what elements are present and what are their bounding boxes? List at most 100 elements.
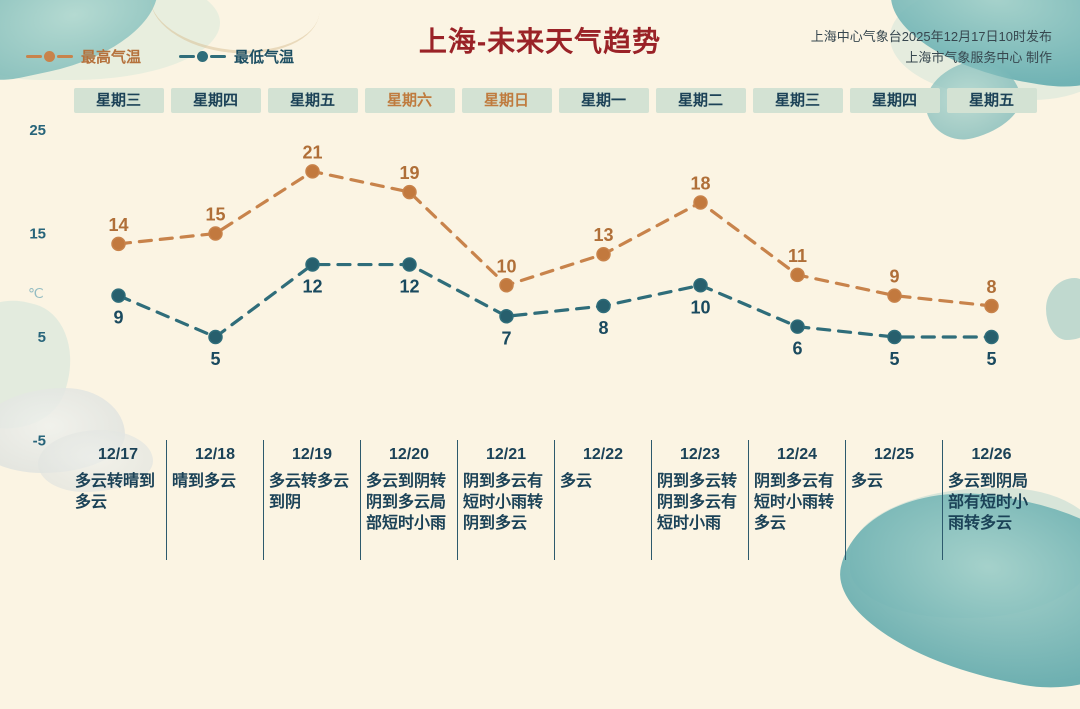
forecast-weather: 阴到多云有短时小雨转阴到多云 bbox=[463, 473, 544, 532]
low-temp-point bbox=[111, 288, 126, 303]
high-temp-point bbox=[790, 267, 805, 283]
y-tick-label: 15 bbox=[29, 226, 46, 243]
high-temp-value-label: 18 bbox=[690, 173, 710, 193]
source-info: 上海中心气象台2025年12月17日10时发布 上海市气象服务中心 制作 bbox=[811, 26, 1052, 68]
forecast-column: 12/21 阴到多云有短时小雨转阴到多云 bbox=[458, 440, 555, 560]
low-temp-point bbox=[887, 329, 902, 345]
low-temp-value-label: 8 bbox=[598, 318, 608, 338]
low-temp-point bbox=[402, 257, 417, 272]
low-temp-point bbox=[984, 329, 999, 345]
legend-label-low: 最低气温 bbox=[234, 49, 295, 66]
forecast-weather: 多云 bbox=[560, 473, 593, 490]
weekday-header: 星期三 bbox=[752, 88, 843, 113]
forecast-column: 12/20 多云到阴转阴到多云局部短时小雨 bbox=[361, 440, 458, 560]
low-temp-value-label: 9 bbox=[113, 308, 123, 328]
y-axis-unit: ℃ bbox=[28, 285, 44, 301]
high-temp-value-label: 13 bbox=[593, 225, 613, 245]
high-temp-point bbox=[208, 226, 223, 241]
forecast-weather: 多云到阴局部有短时小雨转多云 bbox=[948, 473, 1029, 532]
high-temp-point bbox=[596, 246, 611, 262]
low-temp-point bbox=[596, 298, 611, 314]
legend-line-high-icon bbox=[57, 55, 73, 58]
weekday-header: 星期一 bbox=[558, 88, 649, 113]
chart-legend: 最高气温 最低气温 bbox=[26, 46, 294, 67]
weekday-header: 星期日 bbox=[461, 88, 552, 113]
y-tick-label: -5 bbox=[33, 433, 46, 450]
forecast-weather: 多云到阴转阴到多云局部短时小雨 bbox=[366, 473, 447, 532]
forecast-column: 12/23 阴到多云转阴到多云有短时小雨 bbox=[652, 440, 749, 560]
forecast-weather: 多云 bbox=[851, 473, 884, 490]
forecast-date: 12/20 bbox=[388, 446, 430, 463]
legend-item-low: 最低气温 bbox=[179, 46, 294, 67]
forecast-column: 12/26 多云到阴局部有短时小雨转多云 bbox=[943, 440, 1040, 560]
low-temp-value-label: 5 bbox=[889, 349, 899, 369]
weekday-header: 星期五 bbox=[267, 88, 358, 113]
high-temp-value-label: 14 bbox=[108, 215, 128, 235]
forecast-column: 12/24 阴到多云有短时小雨转多云 bbox=[749, 440, 846, 560]
forecast-date: 12/19 bbox=[291, 446, 333, 463]
legend-line-low-icon bbox=[179, 55, 196, 58]
forecast-weather: 多云转晴到多云 bbox=[75, 473, 156, 511]
forecast-date: 12/23 bbox=[679, 446, 721, 463]
high-temp-point bbox=[111, 236, 126, 252]
source-line-1: 上海中心气象台2025年12月17日10时发布 bbox=[810, 29, 1052, 44]
forecast-date: 12/22 bbox=[582, 446, 624, 463]
y-tick-label: 25 bbox=[29, 122, 46, 139]
high-temp-value-label: 19 bbox=[399, 163, 419, 183]
high-temp-point bbox=[693, 195, 708, 210]
low-temp-value-label: 6 bbox=[792, 339, 802, 359]
forecast-column: 12/22 多云 bbox=[555, 440, 652, 560]
forecast-weather: 阴到多云有短时小雨转多云 bbox=[754, 473, 835, 532]
high-temp-point bbox=[305, 164, 320, 179]
high-temp-line bbox=[116, 169, 994, 308]
low-temp-point bbox=[693, 278, 708, 293]
temperature-trend-chart: 25 15 5 -5 ℃ 14 15 21 19 10 13 18 11 9 8 9 5 12 12 7 8 10 6 5 5 bbox=[28, 122, 999, 450]
legend-item-high: 最高气温 bbox=[26, 46, 141, 67]
high-temp-value-label: 10 bbox=[496, 256, 516, 276]
low-temp-value-label: 5 bbox=[210, 349, 220, 369]
low-temp-line bbox=[116, 262, 994, 339]
high-temp-value-label: 8 bbox=[986, 277, 996, 297]
weekday-header: 星期四 bbox=[170, 88, 261, 113]
high-temp-value-label: 21 bbox=[302, 142, 322, 162]
low-temp-point bbox=[208, 329, 223, 345]
high-temp-point bbox=[984, 298, 999, 314]
page-title: 上海-未来天气趋势 bbox=[418, 26, 662, 57]
weekday-header: 星期二 bbox=[655, 88, 746, 113]
low-temp-point bbox=[790, 319, 805, 334]
forecast-date: 12/17 bbox=[97, 446, 139, 463]
low-temp-point bbox=[305, 257, 320, 272]
forecast-weather: 阴到多云转阴到多云有短时小雨 bbox=[657, 473, 738, 532]
forecast-date: 12/25 bbox=[873, 446, 915, 463]
weekday-header: 星期六 bbox=[364, 88, 455, 113]
high-temp-point bbox=[402, 184, 417, 200]
legend-line-low-icon bbox=[210, 55, 227, 58]
low-temp-point bbox=[499, 309, 514, 324]
forecast-column: 12/18 晴到多云 bbox=[167, 440, 264, 560]
weekday-header: 星期三 bbox=[73, 88, 164, 113]
forecast-date: 12/26 bbox=[971, 446, 1012, 463]
weekday-header: 星期五 bbox=[946, 88, 1037, 113]
forecast-date: 12/21 bbox=[485, 446, 527, 463]
forecast-weather: 晴到多云 bbox=[172, 473, 237, 490]
high-temp-value-label: 11 bbox=[788, 246, 807, 266]
forecast-date: 12/24 bbox=[776, 446, 818, 463]
source-line-2: 上海市气象服务中心 制作 bbox=[905, 50, 1052, 65]
legend-label-high: 最高气温 bbox=[81, 49, 142, 66]
high-temp-value-label: 9 bbox=[889, 267, 899, 287]
forecast-weather: 多云转多云到阴 bbox=[269, 473, 350, 511]
legend-line-high-icon bbox=[26, 55, 42, 58]
y-tick-label: 5 bbox=[38, 329, 46, 346]
low-temp-value-label: 10 bbox=[690, 297, 710, 317]
low-temp-value-label: 7 bbox=[501, 328, 511, 348]
forecast-column: 12/25 多云 bbox=[846, 440, 943, 560]
low-temp-value-label: 12 bbox=[399, 277, 419, 297]
legend-dot-low-icon bbox=[197, 51, 209, 62]
forecast-column: 12/17 多云转晴到多云 bbox=[70, 440, 167, 560]
high-temp-point bbox=[499, 278, 514, 293]
low-temp-value-label: 12 bbox=[302, 277, 322, 297]
legend-dot-high-icon bbox=[44, 51, 55, 62]
high-temp-point bbox=[887, 288, 902, 303]
forecast-date: 12/18 bbox=[194, 446, 236, 463]
forecast-column: 12/19 多云转多云到阴 bbox=[264, 440, 361, 560]
